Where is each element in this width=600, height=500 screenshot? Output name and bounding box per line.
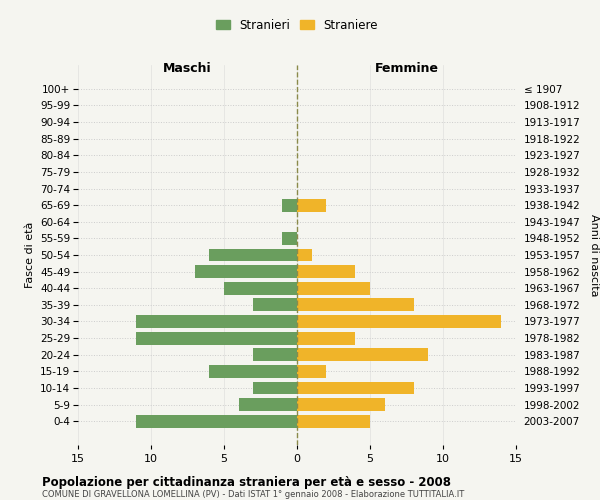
Bar bbox=[297, 365, 326, 378]
Bar bbox=[297, 398, 385, 411]
Bar bbox=[195, 265, 297, 278]
Bar bbox=[297, 298, 414, 312]
Bar bbox=[136, 415, 297, 428]
Bar bbox=[297, 282, 370, 294]
Bar bbox=[297, 382, 414, 394]
Text: COMUNE DI GRAVELLONA LOMELLINA (PV) - Dati ISTAT 1° gennaio 2008 - Elaborazione : COMUNE DI GRAVELLONA LOMELLINA (PV) - Da… bbox=[42, 490, 464, 499]
Bar bbox=[297, 348, 428, 361]
Bar bbox=[297, 248, 311, 262]
Bar bbox=[253, 298, 297, 312]
Bar bbox=[209, 248, 297, 262]
Bar bbox=[239, 398, 297, 411]
Bar bbox=[297, 265, 355, 278]
Bar bbox=[297, 198, 326, 211]
Text: Popolazione per cittadinanza straniera per età e sesso - 2008: Popolazione per cittadinanza straniera p… bbox=[42, 476, 451, 489]
Bar bbox=[253, 348, 297, 361]
Legend: Stranieri, Straniere: Stranieri, Straniere bbox=[211, 14, 383, 36]
Text: Maschi: Maschi bbox=[163, 62, 212, 76]
Y-axis label: Anni di nascita: Anni di nascita bbox=[589, 214, 599, 296]
Bar bbox=[253, 382, 297, 394]
Bar bbox=[283, 198, 297, 211]
Bar bbox=[136, 332, 297, 344]
Bar bbox=[136, 315, 297, 328]
Bar bbox=[297, 332, 355, 344]
Bar bbox=[297, 415, 370, 428]
Bar bbox=[297, 315, 502, 328]
Text: Femmine: Femmine bbox=[374, 62, 439, 76]
Bar bbox=[209, 365, 297, 378]
Y-axis label: Fasce di età: Fasce di età bbox=[25, 222, 35, 288]
Bar bbox=[224, 282, 297, 294]
Bar bbox=[283, 232, 297, 245]
